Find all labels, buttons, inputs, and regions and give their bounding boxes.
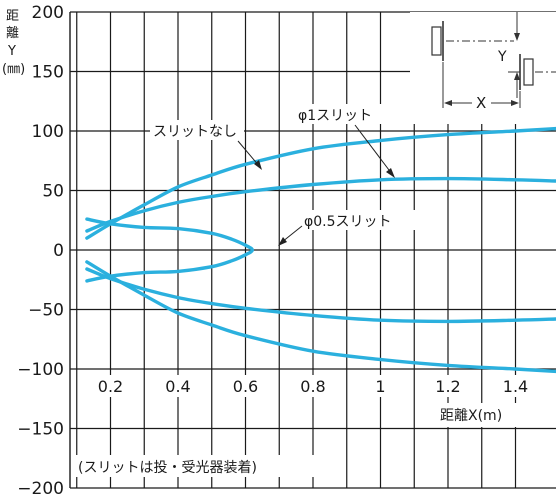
series-1-upper-curve	[85, 176, 556, 233]
no-slit-arrowhead	[254, 160, 262, 170]
y-dim-arrow-top	[514, 33, 520, 41]
slit-05-label-bg	[302, 210, 420, 230]
x-axis-label-bg	[436, 403, 552, 427]
y-tick-label-5: −50	[28, 301, 64, 321]
x-dim-arrow-left	[444, 100, 452, 106]
x-tick-bg-4	[361, 375, 400, 397]
y-axis-label-3: Y	[7, 44, 16, 59]
receiver-body	[523, 58, 534, 86]
inset-x-label: X	[476, 94, 486, 112]
y-axis-label-1: 距	[6, 9, 19, 24]
y-dim-arrow-bottom	[514, 72, 520, 80]
series-0-upper-curve	[85, 126, 556, 240]
y-tick-label-8: −200	[17, 479, 64, 498]
y-tick-label-1: 150	[32, 63, 64, 83]
x-tick-bg-2	[226, 375, 265, 397]
x-tick-bg-1	[159, 375, 197, 397]
x-tick-bg-5	[429, 375, 467, 397]
series-layer	[85, 126, 556, 374]
y-tick-label-3: 50	[42, 182, 64, 202]
slit-05-leader	[281, 225, 303, 243]
x-tick-label-6: 1.4	[503, 377, 528, 396]
slit-1-leader	[354, 124, 393, 175]
x-tick-label-0: 0.2	[98, 377, 123, 396]
slit-05-arrowhead	[278, 237, 287, 246]
slit-05-label: φ0.5スリット	[304, 214, 392, 230]
x-tick-bg-0	[91, 375, 130, 397]
inset-diagram: Y X	[410, 12, 556, 124]
annotation-layer: スリットなし φ1スリット φ0.5スリット (スリットは投・受光器装着)	[74, 104, 420, 477]
x-dim-arrow-right	[511, 100, 519, 106]
x-axis-label: 距離X(m)	[440, 407, 502, 424]
y-tick-label-4: 0	[53, 241, 64, 261]
y-tick-label-0: 200	[32, 3, 64, 23]
y-axis-label-2: 離	[6, 26, 19, 41]
tick-label-layer: 200 150 100 50 0 −50 −100 −150 −200 0.2 0.4 0.6 0.8 1…	[17, 3, 535, 498]
x-tick-label-4: 1	[375, 377, 385, 396]
y-tick-label-7: −150	[17, 420, 64, 440]
slit-1-arrowhead	[386, 168, 395, 178]
inset-y-label: Y	[497, 49, 507, 65]
y-tick-label-2: 100	[32, 122, 64, 142]
slit-1-label: φ1スリット	[298, 108, 372, 124]
no-slit-label: スリットなし	[153, 124, 237, 140]
series-1-lower-curve	[85, 267, 556, 324]
x-tick-bg-3	[294, 375, 332, 397]
x-tick-label-2: 0.6	[233, 377, 258, 396]
series-0-lower-curve	[85, 260, 556, 374]
note-bg	[74, 455, 344, 477]
y-tick-label-6: −100	[17, 360, 64, 380]
footnote-label: (スリットは投・受光器装着)	[78, 460, 257, 476]
y-axis-label-4: (㎜)	[2, 62, 25, 77]
slit-1-label-bg	[296, 104, 382, 124]
series-2-curve	[85, 217, 255, 283]
no-slit-label-bg	[150, 120, 244, 140]
emitter-body	[431, 26, 442, 56]
x-tick-label-1: 0.4	[165, 377, 190, 396]
x-tick-label-5: 1.2	[435, 377, 460, 396]
x-tick-bg-6	[496, 375, 535, 397]
x-tick-label-3: 0.8	[300, 377, 325, 396]
